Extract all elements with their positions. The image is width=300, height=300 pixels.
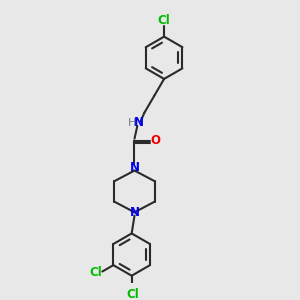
Text: N: N — [130, 161, 140, 174]
Text: N: N — [130, 206, 140, 219]
Text: Cl: Cl — [90, 266, 103, 279]
Text: Cl: Cl — [127, 287, 140, 300]
Text: O: O — [150, 134, 160, 148]
Text: H: H — [128, 118, 136, 128]
Text: Cl: Cl — [158, 14, 170, 27]
Text: N: N — [134, 116, 144, 129]
